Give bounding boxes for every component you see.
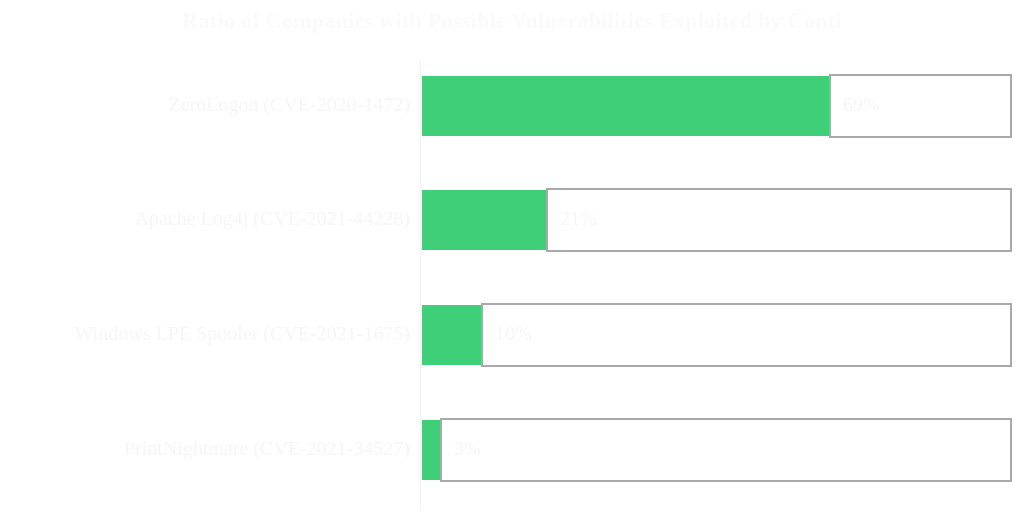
- bar-row: PrintNightmare (CVE-2021-34527) 3%: [0, 418, 1024, 482]
- bar-remainder: [440, 418, 1012, 482]
- bar-remainder: [481, 303, 1012, 367]
- value-label: 21%: [560, 208, 597, 230]
- bar-row: Windows LPE Spooler (CVE-2021-1675) 10%: [0, 303, 1024, 367]
- chart-title: Ratio of Companies with Possible Vulnera…: [182, 8, 842, 33]
- category-label: ZeroLogon (CVE-2020-1472): [168, 94, 410, 116]
- category-label: Apache Log4j (CVE-2021-44228): [134, 208, 411, 230]
- value-label: 3%: [454, 438, 481, 460]
- value-label: 69%: [843, 94, 880, 116]
- y-axis-line: [420, 60, 421, 510]
- bar-row: Apache Log4j (CVE-2021-44228) 21%: [0, 188, 1024, 252]
- value-label: 10%: [495, 323, 532, 345]
- bar-remainder: [829, 74, 1012, 138]
- bar-fill: [422, 190, 546, 250]
- category-label: PrintNightmare (CVE-2021-34527): [123, 438, 410, 460]
- category-label: Windows LPE Spooler (CVE-2021-1675): [74, 323, 410, 345]
- bar-fill: [422, 76, 829, 136]
- bar-remainder: [546, 188, 1012, 252]
- bar-row: ZeroLogon (CVE-2020-1472) 69%: [0, 74, 1024, 138]
- bar-fill: [422, 305, 481, 365]
- bar-fill: [422, 420, 440, 480]
